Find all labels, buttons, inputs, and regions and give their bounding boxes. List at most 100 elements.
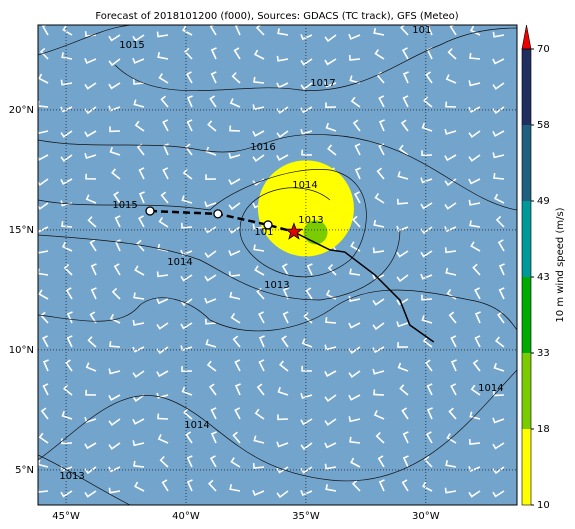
- wind-barb: [186, 95, 193, 108]
- wind-barb: [160, 95, 169, 108]
- wind-barb: [300, 418, 313, 426]
- wind-barb: [132, 440, 145, 447]
- wind-barb: [399, 384, 409, 396]
- wind-barb: [350, 457, 361, 468]
- wind-barb: [327, 263, 337, 276]
- wind-barb: [396, 298, 409, 306]
- wind-barb: [325, 484, 337, 492]
- contour-label: 1014: [184, 420, 209, 431]
- isobar: [38, 134, 517, 211]
- wind-barb: [258, 335, 265, 348]
- wind-barb: [252, 462, 265, 469]
- wind-barb: [468, 490, 481, 498]
- wind-barb: [66, 311, 73, 324]
- wind-barb: [372, 322, 385, 331]
- wind-barb: [111, 168, 121, 180]
- wind-barb: [38, 226, 49, 233]
- wind-barb: [301, 365, 313, 372]
- contour-label: 1013: [59, 471, 84, 482]
- wind-barb: [138, 191, 145, 204]
- wind-barb: [158, 217, 169, 228]
- wind-barb: [41, 25, 49, 36]
- wind-barb: [422, 336, 433, 348]
- wind-barb: [445, 74, 457, 84]
- wind-barb: [446, 433, 457, 444]
- wind-barb: [492, 490, 505, 498]
- y-tick-label: 20°N: [9, 105, 34, 116]
- wind-barb: [402, 71, 409, 84]
- wind-barb: [396, 198, 409, 205]
- wind-barb: [324, 81, 337, 88]
- wind-barb: [468, 178, 481, 185]
- wind-barb: [372, 274, 385, 281]
- wind-barb: [252, 489, 265, 496]
- wind-barb: [444, 247, 457, 254]
- wind-barb: [373, 27, 385, 36]
- wind-barb: [474, 287, 481, 300]
- wind-barb: [133, 292, 145, 300]
- wind-barb: [492, 58, 505, 65]
- wind-barb: [397, 342, 409, 348]
- wind-barb: [108, 34, 121, 42]
- wind-barb: [258, 311, 265, 324]
- colorbar-label: 10 m wind speed (m/s): [555, 207, 566, 322]
- wind-barb: [420, 273, 433, 280]
- wind-barb: [84, 58, 97, 65]
- colorbar-extend: [521, 24, 532, 50]
- wind-barb: [300, 34, 313, 41]
- wind-barb: [185, 431, 193, 444]
- wind-barb: [424, 359, 433, 372]
- wind-barb: [468, 465, 481, 472]
- wind-barb: [210, 71, 217, 84]
- wind-barb: [426, 407, 433, 420]
- wind-barb: [277, 386, 289, 396]
- wind-barb: [497, 311, 505, 324]
- wind-barb: [277, 28, 289, 36]
- wind-barb: [493, 193, 505, 204]
- wind-barb: [60, 79, 73, 86]
- wind-barb: [84, 82, 97, 90]
- wind-barb: [470, 241, 481, 252]
- colorbar-segment: [522, 277, 531, 353]
- wind-barb: [255, 25, 265, 36]
- wind-barb: [305, 287, 313, 300]
- isobar: [38, 169, 367, 278]
- wind-barb: [85, 362, 97, 372]
- wind-barb: [421, 315, 433, 324]
- isobar: [38, 289, 517, 332]
- wind-barb: [89, 311, 97, 324]
- wind-barb: [161, 479, 169, 492]
- contour-label: 1016: [250, 142, 275, 153]
- wind-barb: [61, 410, 73, 420]
- wind-barb: [277, 414, 289, 421]
- map-frame: [37, 24, 518, 506]
- wind-barb: [468, 130, 481, 139]
- wind-barb: [134, 120, 145, 132]
- wind-barb: [469, 411, 481, 420]
- wind-barb: [401, 479, 409, 492]
- wind-barb: [206, 360, 217, 372]
- wind-barb: [396, 321, 409, 328]
- wind-barb: [66, 335, 73, 348]
- colorbar-segment: [522, 353, 531, 429]
- wind-barb: [208, 383, 217, 396]
- wind-barb: [254, 408, 265, 420]
- wind-barb: [281, 335, 289, 348]
- wind-barb: [84, 416, 97, 423]
- wind-barb: [234, 25, 241, 36]
- wind-barb: [300, 442, 313, 451]
- wind-barb: [210, 47, 217, 60]
- y-tick-label: 10°N: [9, 345, 34, 356]
- wind-barb: [325, 122, 337, 132]
- wind-barb: [354, 167, 361, 180]
- wind-barb: [400, 119, 409, 132]
- wind-barb: [136, 239, 145, 252]
- wind-barb: [42, 383, 49, 396]
- wind-barb: [156, 31, 169, 38]
- wind-barb: [300, 58, 313, 66]
- wind-barb: [282, 311, 289, 324]
- wind-barb: [38, 73, 49, 84]
- wind-barb: [444, 226, 457, 233]
- wind-barb: [90, 287, 97, 300]
- wind-barb: [181, 386, 193, 396]
